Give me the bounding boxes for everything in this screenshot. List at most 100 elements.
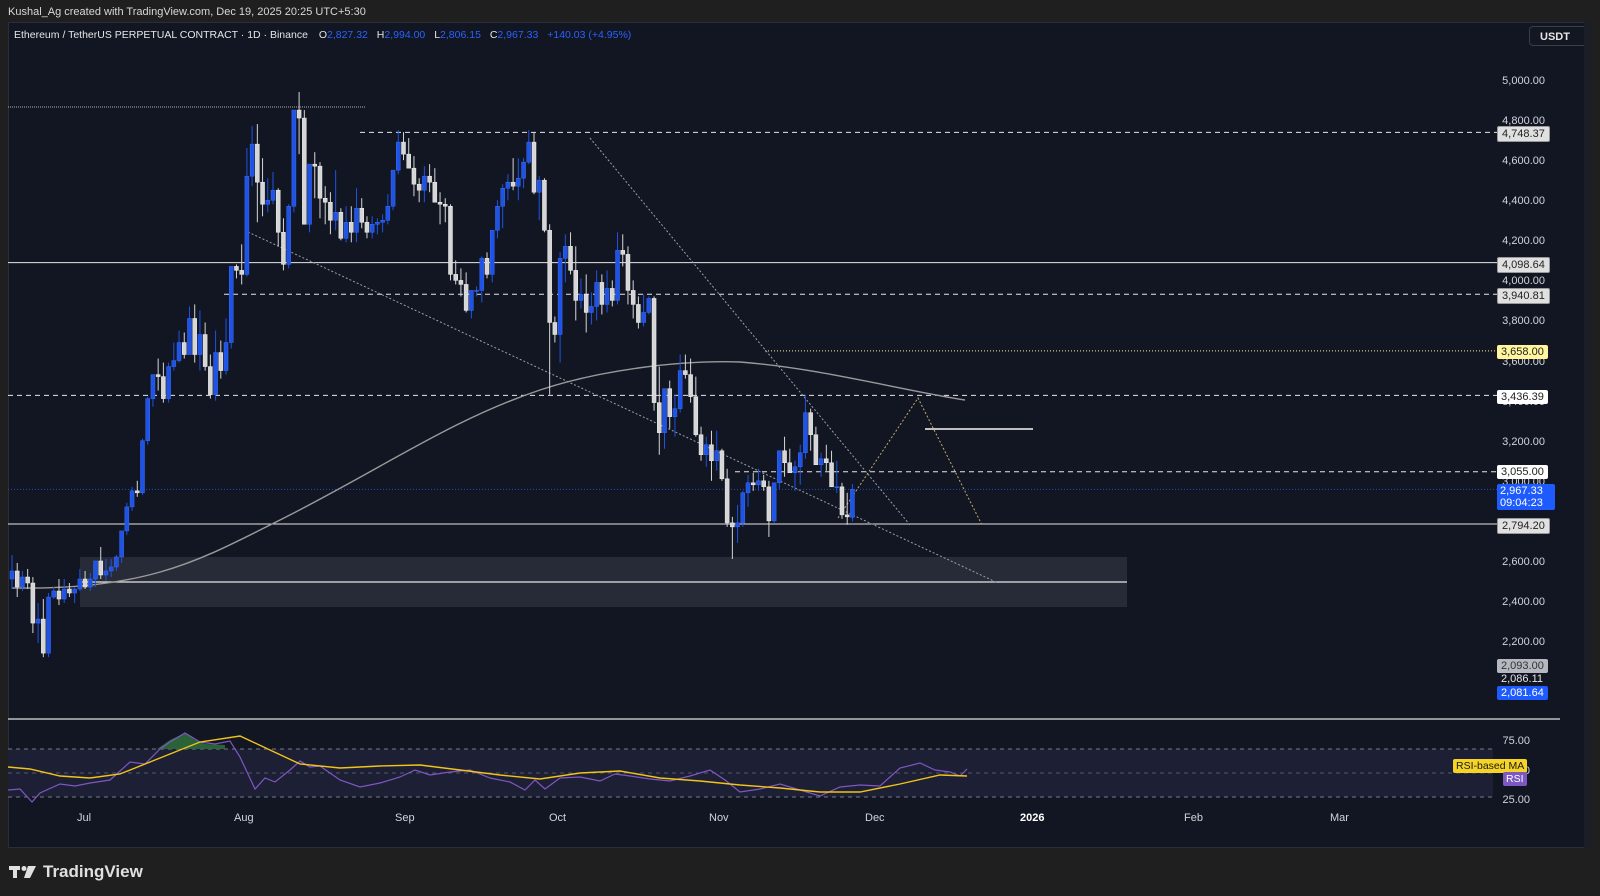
low-label: L <box>434 29 441 41</box>
price-level-tag: 2,794.20 <box>1497 518 1550 534</box>
candle-body <box>615 250 620 301</box>
candle-body <box>761 480 766 488</box>
price-tick: 5,000.00 <box>1502 75 1545 87</box>
candle-body <box>161 376 166 399</box>
candle-body <box>260 181 265 205</box>
candle-body <box>489 230 495 275</box>
candle-body <box>750 482 756 486</box>
candle-body <box>698 434 704 455</box>
candle-body <box>307 163 312 225</box>
candle-body <box>735 522 740 528</box>
candle-body <box>458 280 464 285</box>
candle-body <box>521 161 526 179</box>
candle-body <box>453 274 458 281</box>
candle-body <box>270 189 276 201</box>
price-level-tag: 2,081.64 <box>1497 686 1548 700</box>
candle-body <box>93 560 98 580</box>
candle-body <box>563 246 568 259</box>
candle-body <box>719 450 725 480</box>
candle-body <box>416 183 422 191</box>
candle-body <box>808 412 813 435</box>
time-tick: Oct <box>549 812 567 824</box>
candle-body <box>364 222 370 233</box>
candle-body <box>495 205 500 231</box>
candle-body <box>124 506 130 532</box>
open-value: 2,827.32 <box>327 29 368 41</box>
tradingview-logo-icon <box>9 866 36 878</box>
price-tick: 2,400.00 <box>1502 596 1545 609</box>
candle-body <box>693 396 699 435</box>
rsi-line <box>7 732 968 803</box>
rsi-ma-line <box>7 735 968 793</box>
price-level-tag: 3,658.00 <box>1497 345 1548 359</box>
price-tick: 4,600.00 <box>1502 155 1545 168</box>
candle-body <box>296 109 302 119</box>
candle-body <box>745 482 751 494</box>
candle-body <box>14 570 20 588</box>
candle-body <box>119 530 124 558</box>
currency-button[interactable]: USDT <box>1529 26 1588 46</box>
candle-body <box>192 318 197 355</box>
high-label: H <box>376 29 385 41</box>
candle-body <box>797 452 803 468</box>
candle-body <box>578 294 584 301</box>
candle-body <box>302 117 307 225</box>
low-value: 2,806.15 <box>440 29 481 41</box>
candle-body <box>479 258 485 291</box>
candle-body <box>771 482 777 522</box>
candle-body <box>171 360 177 367</box>
candle-body <box>829 462 834 488</box>
candle-body <box>343 222 349 239</box>
candle-body <box>56 590 62 600</box>
candle-body <box>526 141 532 163</box>
candle-body <box>813 434 819 466</box>
time-tick: Aug <box>234 812 254 824</box>
candle-body <box>46 596 51 654</box>
time-tick: Dec <box>865 812 885 824</box>
candle-body <box>510 181 516 187</box>
rsi-tick: 25.00 <box>1502 794 1530 806</box>
candle-body <box>9 570 15 580</box>
candle-body <box>255 143 260 183</box>
candle-body <box>187 318 192 355</box>
candle-body <box>573 270 579 301</box>
candle-body <box>625 254 631 291</box>
candle-body <box>547 230 552 323</box>
candle-body <box>583 294 589 313</box>
high-value: 2,994.00 <box>384 29 426 41</box>
price-tick: 2,600.00 <box>1502 555 1545 568</box>
candle-body <box>67 588 72 594</box>
candle-body <box>328 201 333 221</box>
candle-body <box>740 492 746 524</box>
candle-body <box>839 486 845 516</box>
tradingview-logo[interactable]: TradingView <box>9 862 143 882</box>
candle-body <box>422 175 427 191</box>
close-label: C <box>489 29 498 41</box>
time-tick: Jul <box>77 812 92 824</box>
candle-body <box>228 266 234 343</box>
candle-body <box>218 352 224 371</box>
descending-trendline-lower <box>247 231 999 584</box>
descending-trendline-upper <box>589 137 911 526</box>
symbol-title[interactable]: Ethereum / TetherUS PERPETUAL CONTRACT ·… <box>14 29 308 41</box>
right-scrollbar[interactable] <box>1584 22 1592 848</box>
close-value: 2,967.33 <box>497 29 539 41</box>
time-tick: Sep <box>395 812 415 824</box>
price-level-tag: 2,093.00 <box>1497 659 1548 673</box>
candle-body <box>312 163 318 167</box>
candle-body <box>129 490 135 508</box>
candle-body <box>72 588 77 594</box>
candle-body <box>213 352 218 395</box>
brand-name: TradingView <box>43 862 143 881</box>
candle-body <box>98 560 103 576</box>
candle-body <box>824 458 829 464</box>
candle-body <box>646 298 652 313</box>
candle-body <box>281 232 286 265</box>
rsi-band <box>8 749 1493 797</box>
candle-body <box>385 205 391 221</box>
candle-body <box>317 165 323 199</box>
candle-body <box>599 282 605 305</box>
candle-body <box>500 187 505 207</box>
candle-body <box>338 212 344 239</box>
